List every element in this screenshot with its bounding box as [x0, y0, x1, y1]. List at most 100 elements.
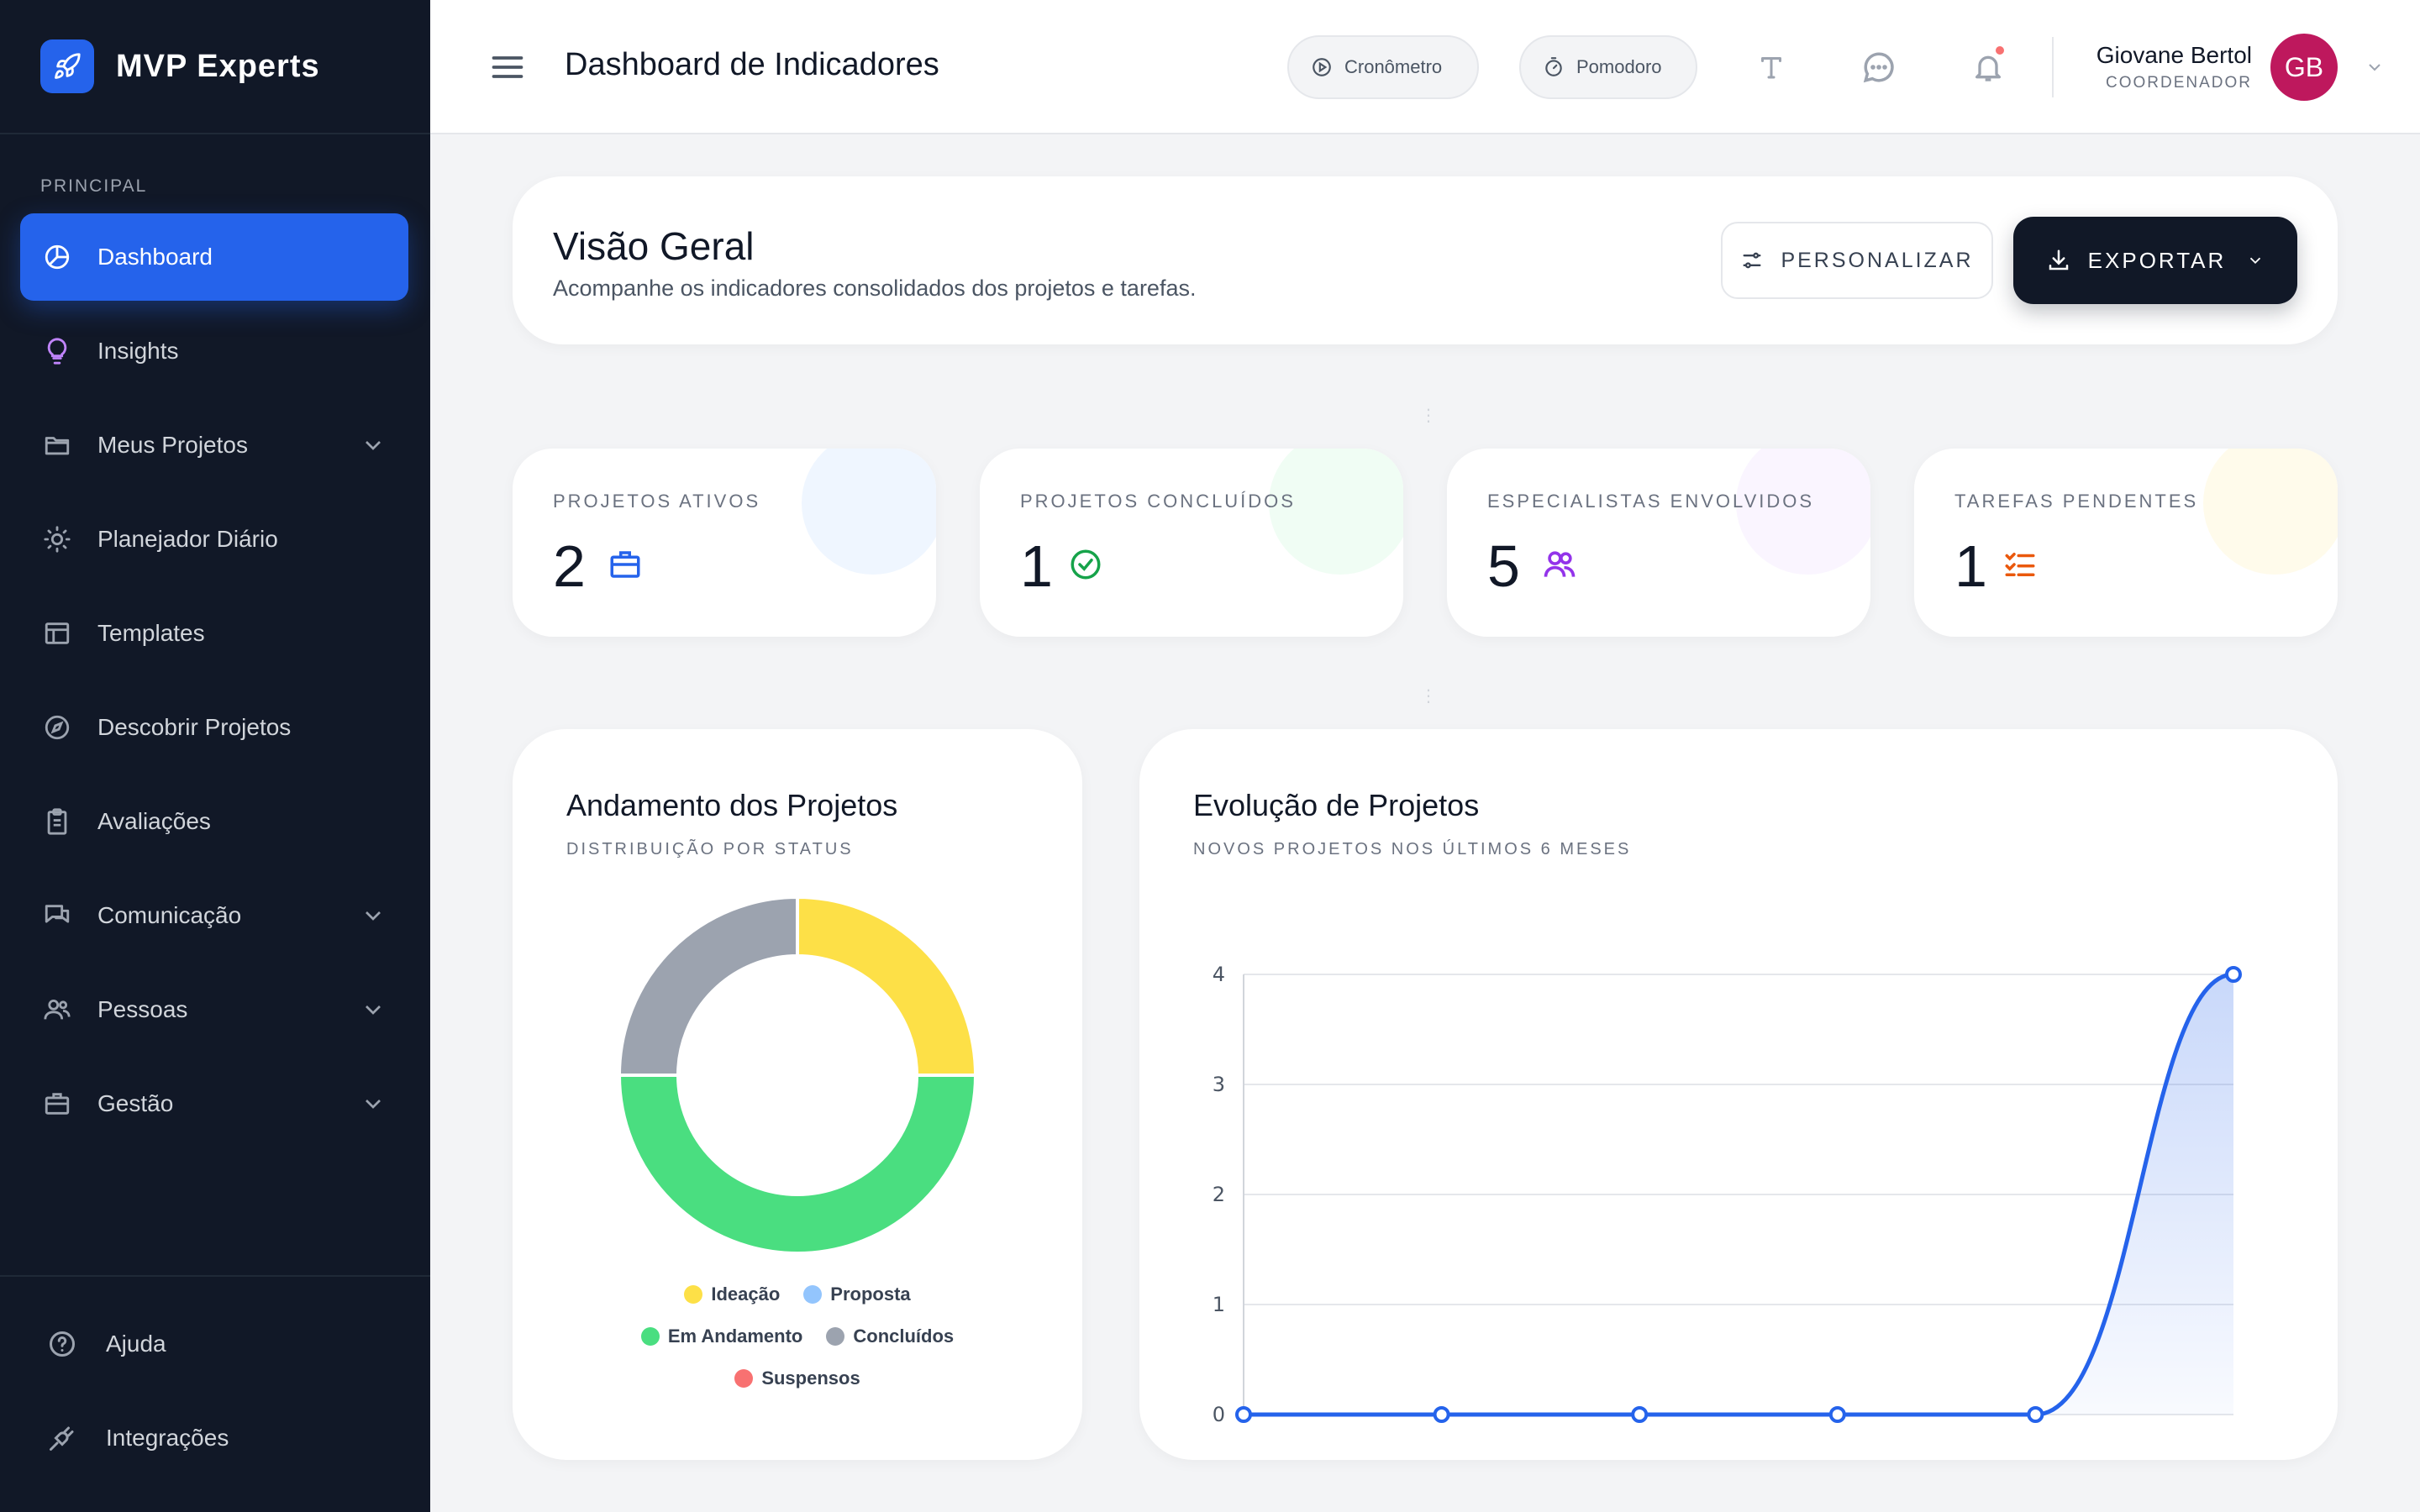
- sidebar-item-descobrir[interactable]: Descobrir Projetos: [20, 684, 408, 771]
- sidebar-item-label: Avaliações: [97, 808, 211, 834]
- plug-icon: [50, 1426, 74, 1451]
- top-header: Dashboard de Indicadores Cronômetro Pomo…: [430, 0, 2420, 134]
- sidebar-item-meus-projetos[interactable]: Meus Projetos: [20, 402, 408, 489]
- x-tick-label: Mai/2026: [1395, 1433, 1488, 1435]
- drag-handle[interactable]: ⋮: [1420, 687, 1437, 706]
- chevron-down-icon[interactable]: [2365, 57, 2385, 77]
- legend-dot: [640, 1327, 660, 1346]
- compass-icon: [42, 712, 72, 743]
- bell-icon[interactable]: [1968, 44, 2008, 87]
- sidebar-item-planejador[interactable]: Planejador Diário: [20, 496, 408, 583]
- exportar-button[interactable]: EXPORTAR: [2013, 217, 2297, 304]
- decorative-blob: [1269, 449, 1403, 575]
- sidebar-item-label: Insights: [97, 338, 179, 364]
- data-point[interactable]: [2027, 1406, 2044, 1423]
- legend-item[interactable]: Ideação: [684, 1284, 780, 1305]
- sidebar-item-label: Descobrir Projetos: [97, 714, 292, 740]
- stat-card-projetos-ativos: PROJETOS ATIVOS 2: [513, 449, 936, 637]
- layout-icon: [42, 618, 72, 648]
- sidebar-item-label: Pessoas: [97, 996, 188, 1022]
- overview-subtitle: Acompanhe os indicadores consolidados do…: [553, 276, 1197, 301]
- legend-label: Concluídos: [853, 1326, 955, 1347]
- data-point[interactable]: [1235, 1406, 1252, 1423]
- stat-card-especialistas: ESPECIALISTAS ENVOLVIDOS 5: [1447, 449, 1870, 637]
- y-tick-label: 3: [1213, 1073, 1225, 1096]
- legend-item[interactable]: Concluídos: [826, 1326, 954, 1347]
- stat-label: PROJETOS CONCLUÍDOS: [1020, 491, 1296, 512]
- legend-label: Proposta: [830, 1284, 911, 1305]
- stat-label: TAREFAS PENDENTES: [1954, 491, 2199, 512]
- data-point[interactable]: [2225, 966, 2242, 983]
- legend-item[interactable]: Suspensos: [734, 1368, 860, 1389]
- personalizar-button[interactable]: PERSONALIZAR: [1721, 222, 1993, 299]
- pomodoro-button[interactable]: Pomodoro: [1519, 35, 1697, 99]
- sidebar-item-integracoes[interactable]: Integrações: [0, 1391, 430, 1485]
- sidebar-item-avaliacoes[interactable]: Avaliações: [20, 778, 408, 865]
- font-size-icon[interactable]: [1751, 47, 1791, 87]
- notification-dot: [1993, 44, 2007, 57]
- data-point[interactable]: [1631, 1406, 1649, 1423]
- sliders-icon: [1743, 252, 1761, 269]
- avatar[interactable]: GB: [2270, 34, 2338, 101]
- donut-slice-3[interactable]: [617, 897, 799, 1077]
- line-chart: 0 1 2 3 4 Abr/2026 Mai/2026 Jun/2026 Jul/2026 Ago…: [1197, 963, 2280, 1435]
- legend-dot: [734, 1369, 754, 1388]
- donut-chart: [617, 897, 978, 1255]
- app-name: MVP Experts: [116, 48, 320, 84]
- chat-icon: [42, 900, 72, 931]
- clipboard-icon: [42, 806, 72, 837]
- x-tick-label: Jun/2026: [1593, 1433, 1685, 1435]
- x-tick-label: Abr/2026: [1197, 1433, 1291, 1435]
- sidebar-nav: Dashboard Insights Meus Projetos Planeja…: [20, 213, 408, 1154]
- donut-slice-0[interactable]: [796, 897, 978, 1077]
- legend-item[interactable]: Em Andamento: [640, 1326, 802, 1347]
- lightbulb-icon: [42, 336, 72, 366]
- hamburger-menu-icon[interactable]: [489, 49, 526, 86]
- sidebar-item-insights[interactable]: Insights: [20, 307, 408, 395]
- stat-value: 2: [553, 533, 586, 599]
- sidebar-item-pessoas[interactable]: Pessoas: [20, 966, 408, 1053]
- download-icon: [2049, 249, 2068, 270]
- legend-dot: [803, 1285, 823, 1304]
- sidebar-item-label: Dashboard: [97, 244, 213, 270]
- sidebar-item-label: Comunicação: [97, 902, 242, 928]
- x-tick-label: Jul/2026: [1795, 1433, 1879, 1435]
- chevron-down-icon: [366, 1100, 381, 1109]
- sun-icon: [42, 524, 72, 554]
- sidebar: MVP Experts PRINCIPAL Dashboard Insights…: [0, 0, 430, 1512]
- help-circle-icon: [50, 1331, 75, 1357]
- section-label: PRINCIPAL: [40, 176, 148, 196]
- data-point[interactable]: [1433, 1406, 1450, 1423]
- chart-legend: Ideação Proposta: [513, 1284, 1082, 1305]
- sidebar-item-templates[interactable]: Templates: [20, 590, 408, 677]
- data-point[interactable]: [1828, 1406, 1846, 1423]
- personalizar-label: PERSONALIZAR: [1781, 248, 1974, 272]
- overview-title: Visão Geral: [553, 224, 755, 268]
- sidebar-item-comunicacao[interactable]: Comunicação: [20, 872, 408, 959]
- stat-card-tarefas-pendentes: TAREFAS PENDENTES 1: [1914, 449, 2338, 637]
- sidebar-item-label: Planejador Diário: [97, 526, 278, 552]
- legend-item[interactable]: Proposta: [803, 1284, 911, 1305]
- stat-value: 5: [1487, 533, 1520, 599]
- legend-label: Suspensos: [761, 1368, 860, 1389]
- sidebar-footer: Ajuda Integrações: [0, 1275, 430, 1485]
- sidebar-item-dashboard[interactable]: Dashboard: [20, 213, 408, 301]
- brand[interactable]: MVP Experts: [0, 0, 430, 134]
- cronometro-button[interactable]: Cronômetro: [1287, 35, 1479, 99]
- sidebar-item-ajuda[interactable]: Ajuda: [0, 1297, 430, 1391]
- play-circle-icon: [1313, 58, 1331, 76]
- briefcase-icon: [42, 1089, 72, 1119]
- cronometro-label: Cronômetro: [1344, 56, 1443, 77]
- chevron-down-icon: [366, 911, 381, 921]
- messages-icon[interactable]: [1859, 47, 1899, 87]
- sidebar-item-gestao[interactable]: Gestão: [20, 1060, 408, 1147]
- chart-title: Andamento dos Projetos: [566, 788, 898, 822]
- donut-slice-2[interactable]: [617, 1074, 978, 1255]
- chart-subtitle: DISTRIBUIÇÃO POR STATUS: [566, 840, 854, 858]
- drag-handle[interactable]: ⋮: [1420, 407, 1437, 425]
- sidebar-item-label: Ajuda: [106, 1331, 166, 1357]
- line-chart-card: Evolução de Projetos NOVOS PROJETOS NOS …: [1139, 729, 2338, 1460]
- decorative-blob: [2203, 449, 2338, 575]
- pomodoro-label: Pomodoro: [1576, 56, 1662, 77]
- stat-label: PROJETOS ATIVOS: [553, 491, 761, 512]
